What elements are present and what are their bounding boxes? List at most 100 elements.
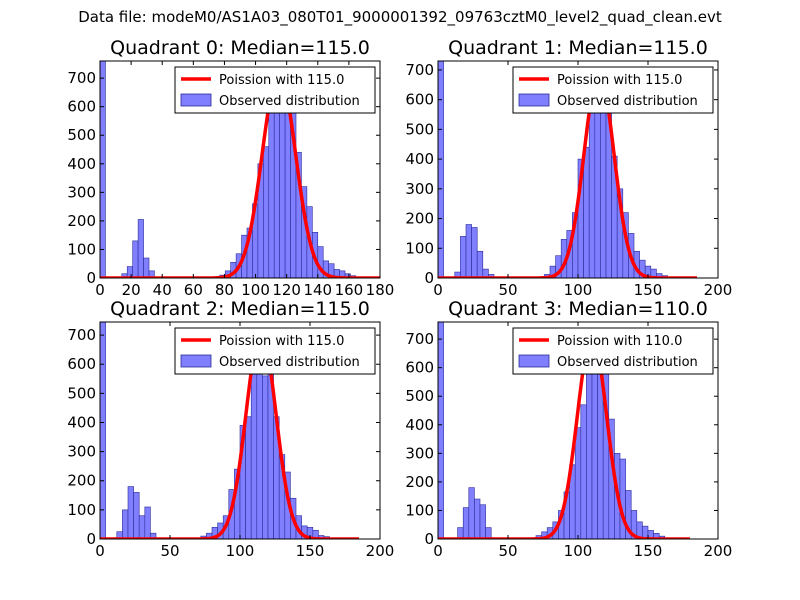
quadrant-3-xtick-label-1: 50: [498, 542, 517, 560]
quadrant-0-ytick-label-2: 200: [67, 212, 96, 230]
quadrant-3-xtick-label-4: 200: [704, 542, 733, 560]
quadrant-0-ytick-label-5: 500: [67, 126, 96, 144]
quadrant-1-legend-poisson-label: Poission with 115.0: [557, 73, 682, 88]
quadrant-3-ytick-label-0: 0: [424, 530, 434, 548]
quadrant-3-legend-poisson-label: Poission with 110.0: [557, 334, 682, 349]
quadrant-0-legend-observed-label: Observed distribution: [219, 94, 360, 109]
quadrant-1-bar-3: [465, 224, 472, 278]
quadrant-2-bar-4: [133, 492, 140, 539]
quadrant-2-ytick-label-2: 200: [67, 472, 96, 490]
quadrant-3-bar-0: [438, 322, 444, 539]
quadrant-0-xtick-label-7: 140: [303, 281, 332, 299]
quadrant-3-bar-4: [474, 498, 481, 539]
quadrant-2-bar-18: [256, 349, 263, 539]
quadrant-1-bar-16: [588, 96, 596, 278]
quadrant-3-ytick-label-4: 400: [405, 416, 434, 434]
quadrant-0-ytick-label-4: 400: [67, 155, 96, 173]
quadrant-1-ytick-label-7: 700: [405, 61, 434, 79]
quadrant-0-title: Quadrant 0: Median=115.0: [110, 37, 370, 59]
quadrant-0-axes: 0 20 40 60 80 100 120 140 160 1800100200300400500…: [67, 37, 394, 299]
quadrant-3-xtick-label-0: 0: [433, 542, 443, 560]
quadrant-1-xtick-label-3: 150: [634, 281, 663, 299]
quadrant-2-xtick-label-1: 50: [160, 542, 179, 560]
quadrant-1-legend-observed-label: Observed distribution: [557, 94, 698, 109]
quadrant-0-xtick-label-9: 180: [366, 281, 395, 299]
quadrant-2-bar-2: [122, 509, 129, 539]
quadrant-1-ytick-label-5: 500: [405, 120, 434, 138]
quadrant-2-ytick-label-1: 100: [67, 501, 96, 519]
quadrant-2-bar-19: [262, 375, 269, 539]
quadrant-0-xtick-label-0: 0: [95, 281, 105, 299]
quadrant-0-xtick-label-1: 20: [122, 281, 141, 299]
quadrant-1-bar-5: [476, 250, 484, 278]
quadrant-0-bar-3: [132, 240, 139, 278]
quadrant-3-bar-18: [597, 370, 604, 539]
quadrant-2-ytick-label-5: 500: [67, 384, 96, 402]
quadrant-3-bar-2: [462, 507, 470, 539]
quadrant-2-bar-3: [127, 486, 134, 539]
quadrant-2-legend-observed-label: Observed distribution: [219, 355, 360, 370]
quadrant-3-bar-15: [580, 404, 587, 539]
quadrant-2-axes: 0 50 100 150 200 0 100 200 300 400 500 600 700 Quadra…: [67, 298, 394, 560]
quadrant-2-ytick-label-6: 600: [67, 355, 96, 373]
quadrant-2-ytick-label-7: 700: [67, 326, 96, 344]
quadrant-2-bar-0: [100, 322, 106, 539]
quadrant-0-ytick-label-6: 600: [67, 98, 96, 116]
quadrant-0-bar-0: [100, 61, 106, 278]
quadrant-3-axes: 0 50 100 150 200 0 100 200 300 400 500 600 700 Quadra…: [405, 298, 732, 560]
quadrant-0-plot-area: [100, 61, 380, 278]
quadrant-0-poisson-line: [100, 70, 380, 278]
quadrant-1-ytick-label-1: 100: [405, 239, 434, 257]
quadrant-1-bar-2: [460, 236, 467, 278]
quadrant-1-xtick-label-0: 0: [433, 281, 443, 299]
quadrant-0-ytick-label-7: 700: [67, 69, 96, 87]
quadrant-0-bar-4: [137, 219, 144, 278]
quadrant-2-xtick-label-0: 0: [95, 542, 105, 560]
quadrant-0-legend: Poission with 115.0 Observed distribution: [174, 66, 376, 114]
quadrant-2-ytick-label-3: 300: [67, 443, 96, 461]
quadrant-3-ytick-label-2: 200: [405, 473, 434, 491]
quadrant-2-bar-5: [138, 515, 146, 539]
quadrant-3-title: Quadrant 3: Median=110.0: [448, 298, 708, 320]
quadrant-2-bar-17: [250, 361, 258, 539]
quadrant-0-ytick-label-1: 100: [67, 240, 96, 258]
quadrant-0-xtick-label-6: 120: [272, 281, 301, 299]
quadrant-3-bar-14: [574, 427, 582, 539]
quadrant-2-bar-6: [144, 506, 151, 539]
quadrant-2-xtick-label-3: 150: [296, 542, 325, 560]
quadrant-1-ytick-label-2: 200: [405, 210, 434, 228]
quadrant-3-legend: Poission with 110.0 Observed distribution: [512, 327, 714, 375]
quadrant-1-bar-15: [583, 146, 590, 278]
quadrant-0-ytick-label-3: 300: [67, 183, 96, 201]
quadrant-3-legend-bar-swatch: [518, 354, 550, 368]
quadrant-3-ytick-label-3: 300: [405, 444, 434, 462]
quadrant-3-xtick-label-2: 100: [564, 542, 593, 560]
quadrant-0-xtick-label-5: 100: [241, 281, 270, 299]
quadrant-1-xtick-label-4: 200: [704, 281, 733, 299]
quadrant-1-xtick-label-1: 50: [498, 281, 517, 299]
quadrant-0-ytick-label-0: 0: [86, 269, 96, 287]
quadrant-3-ytick-label-1: 100: [405, 501, 434, 519]
quadrant-0-xtick-label-8: 160: [335, 281, 364, 299]
quadrant-1-legend: Poission with 115.0 Observed distribution: [512, 66, 714, 114]
quadrant-2-xtick-label-2: 100: [226, 542, 255, 560]
quadrant-1-ytick-label-0: 0: [424, 269, 434, 287]
quadrant-3-xtick-label-3: 150: [634, 542, 663, 560]
quadrant-3-bar-6: [485, 527, 492, 539]
quadrant-0-xtick-label-4: 80: [215, 281, 234, 299]
quadrant-3-ytick-label-7: 700: [405, 330, 434, 348]
quadrant-0-bar-5: [143, 257, 150, 278]
quadrant-0-bar-15: [263, 146, 270, 278]
quadrant-3-legend-observed-label: Observed distribution: [557, 355, 698, 370]
quadrant-0-bar-16: [268, 89, 275, 278]
quadrant-1-axes: 0 50 100 150 200 0 100 200 300 400 500 600 700 Quadra…: [405, 37, 732, 299]
quadrant-2-ytick-label-0: 0: [86, 530, 96, 548]
quadrant-1-ytick-label-6: 600: [405, 91, 434, 109]
quadrant-1-ytick-label-4: 400: [405, 150, 434, 168]
quadrant-2-title: Quadrant 2: Median=115.0: [110, 298, 370, 320]
quadrant-1-bar-4: [471, 227, 478, 278]
quadrant-2-bar-28: [312, 529, 319, 539]
quadrant-3-bar-16: [586, 367, 593, 539]
quadrant-3-bar-22: [619, 458, 626, 539]
quadrant-0-xtick-label-3: 60: [184, 281, 203, 299]
